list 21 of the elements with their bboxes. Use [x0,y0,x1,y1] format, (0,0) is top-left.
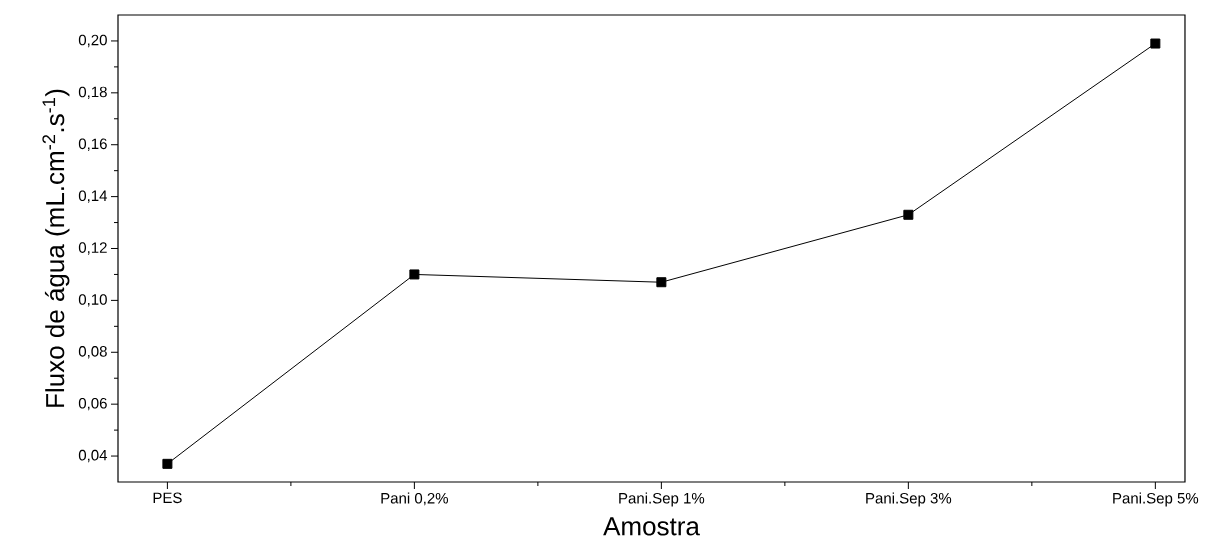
y-tick-label: 0,06 [78,397,107,411]
x-tick-label: Pani.Sep 1% [619,492,705,507]
y-tick-label: 0,04 [78,449,108,463]
y-tick-label: 0,10 [78,294,107,307]
y-tick-label: 0,16 [78,138,107,151]
x-tick-label: Pani 0,2% [381,492,449,506]
x-tick-label: Pani.Sep 5% [1113,492,1199,507]
x-tick-label: Pani.Sep 3% [866,492,952,507]
point [656,277,667,288]
y-tick-label: 0,18 [78,86,107,100]
point [409,269,420,280]
x-axis-title: Amostra [603,517,700,536]
x-tick-label: PES [153,492,182,504]
y-axis-title: Fluxo de água (mL.cm$^{-2}$.s$^{-1}$) [42,89,70,407]
y-tick-label: 0,12 [78,242,107,255]
y-tick-label: 0,20 [78,34,107,48]
point [1150,38,1161,49]
point [903,209,914,220]
y-tick-label: 0,08 [78,346,107,359]
point [162,458,173,469]
y-tick-label: 0,14 [78,190,108,203]
